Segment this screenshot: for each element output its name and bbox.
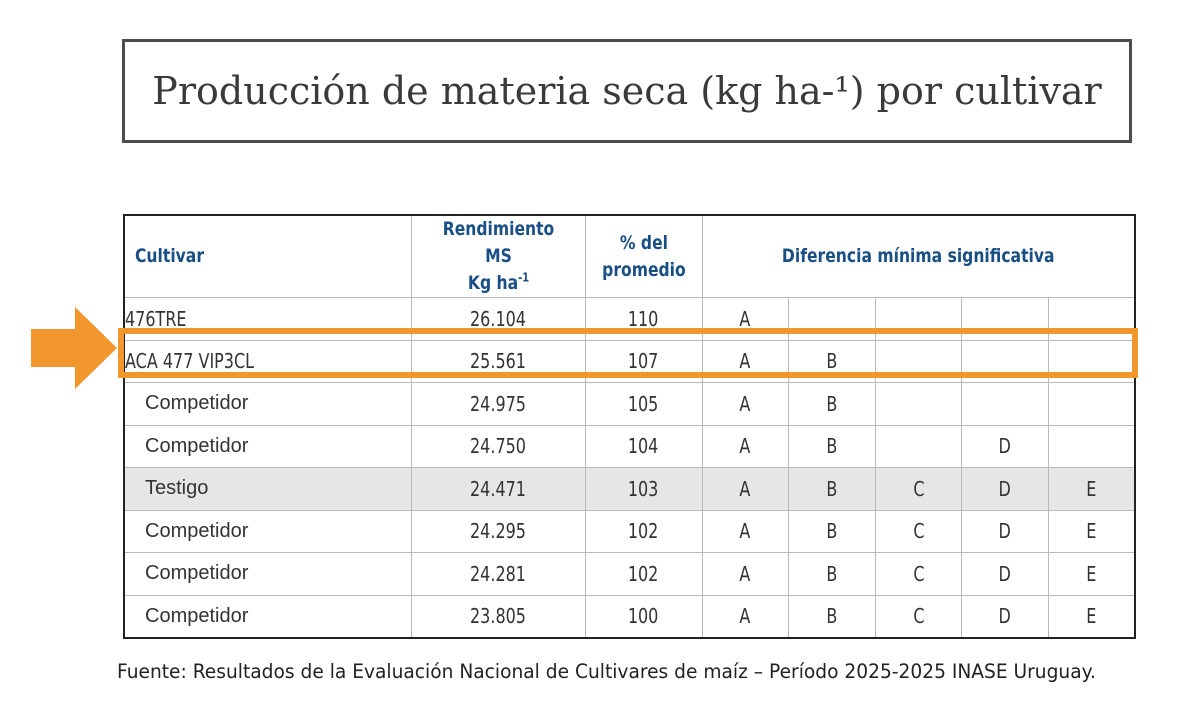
page-title: Producción de materia seca (kg ha-¹) por… [152, 69, 1102, 113]
cell-dms-group [1047, 382, 1136, 426]
cell-dms-group [874, 339, 963, 383]
cell-dms-group: A [701, 467, 790, 511]
cell-dms-group: C [874, 509, 963, 553]
table-row: 476TRE 26.104 110 A [123, 297, 1136, 341]
cell-dms-group: B [788, 339, 876, 383]
header-pct-promedio: % del promedio [584, 214, 703, 298]
cell-dms-group: D [961, 509, 1049, 553]
cell-dms-group: C [874, 467, 963, 511]
cell-dms-group: B [788, 467, 876, 511]
cell-cultivar: Competidor [123, 509, 412, 553]
cell-pct-promedio: 110 [584, 297, 703, 341]
cell-dms-group [874, 382, 963, 426]
cell-dms-group: D [961, 552, 1049, 596]
cell-rendimiento: 23.805 [410, 594, 586, 638]
cell-dms-group: B [788, 552, 876, 596]
cell-dms-group: E [1047, 594, 1136, 638]
header-dms: Diferencia mínima significativa [701, 214, 1136, 298]
table-row: Competidor 24.975 105 A B [123, 382, 1136, 426]
header-rendimiento: Rendimiento MS Kg ha-1 [410, 214, 586, 298]
cell-dms-group: B [788, 509, 876, 553]
cell-dms-group: D [961, 424, 1049, 468]
cell-dms-group: B [788, 594, 876, 638]
cell-pct-promedio: 103 [584, 467, 703, 511]
cell-rendimiento: 24.750 [410, 424, 586, 468]
cell-pct-promedio: 107 [584, 339, 703, 383]
cell-rendimiento: 24.471 [410, 467, 586, 511]
cell-dms-group [1047, 339, 1136, 383]
cell-cultivar: Competidor [123, 594, 412, 638]
cell-dms-group [874, 424, 963, 468]
cell-dms-group: E [1047, 509, 1136, 553]
cell-dms-group: B [788, 382, 876, 426]
cell-rendimiento: 24.975 [410, 382, 586, 426]
results-table: Cultivar Rendimiento MS Kg ha-1 % del prom… [123, 214, 1137, 639]
cell-pct-promedio: 102 [584, 552, 703, 596]
cell-dms-group: A [701, 552, 790, 596]
cell-rendimiento: 25.561 [410, 339, 586, 383]
cell-dms-group: A [701, 297, 790, 341]
cell-dms-group: E [1047, 467, 1136, 511]
cell-dms-group: C [874, 594, 963, 638]
table-row: ACA 477 VIP3CL 25.561 107 A B [123, 339, 1136, 383]
cell-dms-group [961, 339, 1049, 383]
cell-dms-group [961, 382, 1049, 426]
cell-dms-group [788, 297, 876, 341]
cell-dms-group: E [1047, 552, 1136, 596]
header-cultivar: Cultivar [123, 214, 412, 298]
arrow-right-icon [31, 307, 117, 389]
cell-rendimiento: 24.295 [410, 509, 586, 553]
cell-pct-promedio: 105 [584, 382, 703, 426]
table-row: Competidor 24.750 104 A B D [123, 424, 1136, 468]
table-row: Competidor 24.281 102 A B C D E [123, 552, 1136, 596]
table-row: Testigo 24.471 103 A B C D E [123, 467, 1136, 511]
table-header-row: Cultivar Rendimiento MS Kg ha-1 % del prom… [123, 214, 1136, 298]
cell-rendimiento: 26.104 [410, 297, 586, 341]
cell-dms-group: A [701, 382, 790, 426]
cell-dms-group: C [874, 552, 963, 596]
cell-dms-group: A [701, 509, 790, 553]
cell-pct-promedio: 100 [584, 594, 703, 638]
cell-cultivar: Competidor [123, 382, 412, 426]
cell-cultivar: ACA 477 VIP3CL [123, 339, 412, 383]
cell-dms-group: D [961, 467, 1049, 511]
title-box: Producción de materia seca (kg ha-¹) por… [122, 39, 1132, 143]
cell-dms-group [874, 297, 963, 341]
cell-cultivar: Competidor [123, 552, 412, 596]
cell-dms-group [961, 297, 1049, 341]
cell-rendimiento: 24.281 [410, 552, 586, 596]
cell-dms-group: A [701, 594, 790, 638]
cell-dms-group: A [701, 339, 790, 383]
cell-dms-group: A [701, 424, 790, 468]
table-row: Competidor 23.805 100 A B C D E [123, 594, 1136, 638]
source-note: Fuente: Resultados de la Evaluación Naci… [117, 660, 1096, 683]
cell-cultivar: Testigo [123, 467, 412, 511]
table-row: Competidor 24.295 102 A B C D E [123, 509, 1136, 553]
cell-cultivar: 476TRE [123, 297, 412, 341]
cell-dms-group: D [961, 594, 1049, 638]
cell-pct-promedio: 102 [584, 509, 703, 553]
cell-dms-group: B [788, 424, 876, 468]
cell-dms-group [1047, 424, 1136, 468]
cell-dms-group [1047, 297, 1136, 341]
cell-pct-promedio: 104 [584, 424, 703, 468]
cell-cultivar: Competidor [123, 424, 412, 468]
